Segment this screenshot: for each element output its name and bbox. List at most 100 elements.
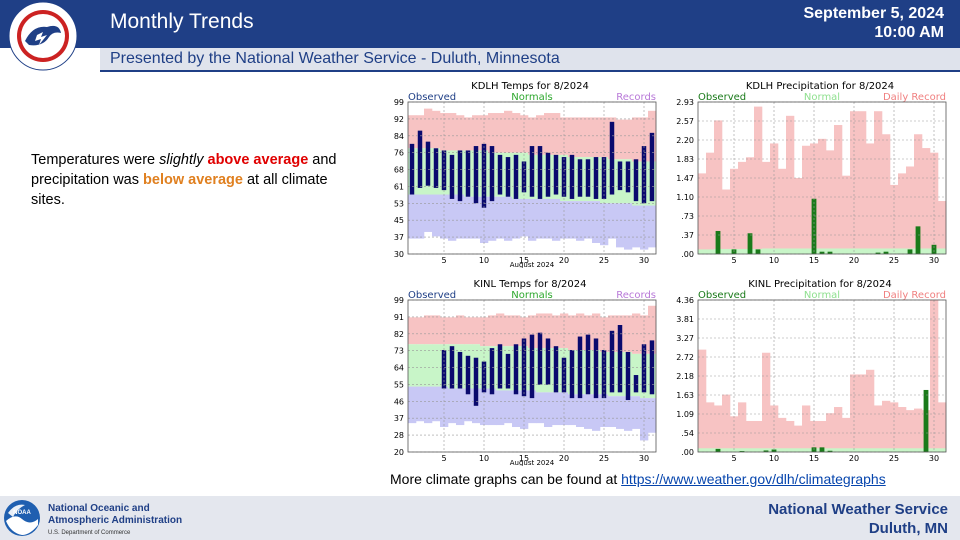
daily-record-bar (746, 157, 755, 254)
record-low-band (632, 396, 641, 429)
plot-frame (407, 299, 657, 453)
x-tick-label: 10 (479, 454, 489, 463)
record-high-band (616, 119, 625, 160)
y-tick-label: 46 (394, 397, 404, 406)
daily-record-bar (818, 420, 827, 452)
daily-record-bar (826, 150, 835, 254)
normal-precip-bar (938, 448, 947, 452)
record-low-band (496, 196, 505, 239)
x-tick-label: 15 (519, 454, 529, 463)
x-tick-label: 30 (929, 256, 939, 265)
daily-record-bar (754, 106, 763, 254)
daily-record-bar (706, 402, 715, 452)
record-high-band (584, 117, 593, 158)
observed-precip-bar (907, 249, 913, 254)
x-tick-label: 30 (639, 454, 649, 463)
y-tick-label: 99 (394, 98, 404, 107)
chart-title: KINL Temps for 8/2024 (474, 279, 587, 290)
record-low-band (640, 398, 649, 441)
normal-precip-bar (850, 448, 859, 452)
chart-title: KDLH Precipitation for 8/2024 (746, 81, 894, 92)
record-high-band (496, 313, 505, 347)
daily-record-bar (874, 111, 883, 254)
observed-temp-bar (633, 159, 639, 202)
y-tick-label: 2.72 (676, 353, 694, 362)
y-tick-label: 61 (394, 182, 404, 191)
observed-temp-bar (617, 161, 623, 191)
record-high-band (544, 113, 553, 155)
legend-item: Daily Record (883, 92, 946, 103)
record-high-band (552, 113, 561, 155)
nws-footer-line1: National Weather Service (768, 501, 948, 518)
record-low-band (552, 392, 561, 426)
record-low-band (536, 392, 545, 424)
normal-precip-bar (834, 448, 843, 452)
daily-record-bar (746, 420, 755, 452)
record-high-band (536, 115, 545, 155)
normal-precip-bar (698, 448, 707, 452)
daily-record-bar (890, 402, 899, 452)
observed-temp-bar (497, 344, 503, 389)
observed-temp-bar (505, 157, 511, 197)
normal-precip-bar (722, 248, 731, 254)
observed-temp-bar (537, 332, 543, 385)
observed-temp-bar (625, 351, 631, 401)
observed-precip-bar (819, 447, 825, 452)
record-high-band (504, 315, 513, 347)
normal-precip-bar (698, 249, 707, 254)
legend-item: Normals (511, 290, 552, 301)
daily-record-bar (706, 152, 715, 254)
normal-precip-bar (778, 248, 787, 254)
record-low-band (600, 394, 609, 427)
record-low-band (472, 388, 481, 424)
record-low-band (464, 196, 473, 239)
daily-record-bar (738, 161, 747, 254)
normal-precip-bar (906, 448, 915, 452)
observed-precip-bar (827, 251, 833, 254)
record-high-band (472, 115, 481, 151)
legend-item: Normal (804, 92, 840, 103)
normal-precip-bar (866, 248, 875, 254)
normal-band (432, 344, 441, 387)
x-tick-label: 25 (599, 256, 609, 265)
normal-precip-bar (898, 248, 907, 254)
legend-item: Normal (804, 290, 840, 301)
observed-temp-bar (473, 357, 479, 406)
x-tick-label: 15 (519, 256, 529, 265)
normal-precip-bar (786, 248, 795, 254)
observed-temp-bar (585, 159, 591, 197)
x-tick-label: 5 (731, 256, 736, 265)
legend-item: Observed (698, 92, 746, 103)
legend-item: Observed (408, 92, 456, 103)
observed-temp-bar (545, 152, 551, 197)
daily-record-bar (786, 115, 795, 254)
daily-record-bar (714, 405, 723, 452)
record-high-band (512, 315, 521, 347)
x-tick-label: 10 (769, 454, 779, 463)
observed-precip-bar (763, 450, 769, 452)
normal-precip-bar (842, 248, 851, 254)
y-tick-label: 20 (394, 448, 404, 457)
record-high-band (640, 315, 649, 354)
x-axis-label: August 2024 (510, 459, 555, 466)
record-high-band (512, 113, 521, 153)
observed-precip-bar (915, 226, 921, 254)
record-high-band (440, 317, 449, 345)
normal-band (632, 353, 641, 397)
record-high-band (432, 110, 441, 149)
normal-precip-bar (738, 448, 747, 452)
normal-band (424, 344, 433, 387)
page-title: Monthly Trends (110, 10, 254, 33)
record-high-band (528, 117, 537, 155)
observed-temp-bar (553, 154, 559, 195)
observed-temp-bar (625, 161, 631, 193)
daily-record-bar (826, 413, 835, 452)
observed-temp-bar (553, 346, 559, 393)
observed-temp-bar (649, 132, 655, 202)
record-low-band (592, 201, 601, 243)
climate-graphs-link[interactable]: https://www.weather.gov/dlh/climategraph… (621, 471, 886, 487)
record-high-band (448, 317, 457, 345)
observed-temp-bar (521, 161, 527, 193)
record-low-band (536, 198, 545, 239)
record-low-band (480, 388, 489, 426)
